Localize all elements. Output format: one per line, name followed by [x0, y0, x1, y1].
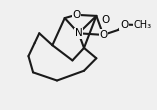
- Text: O: O: [120, 20, 128, 30]
- Text: O: O: [101, 15, 110, 25]
- Text: O: O: [99, 30, 107, 40]
- Text: O: O: [72, 10, 80, 20]
- Text: CH₃: CH₃: [134, 20, 152, 30]
- Text: N: N: [75, 28, 82, 38]
